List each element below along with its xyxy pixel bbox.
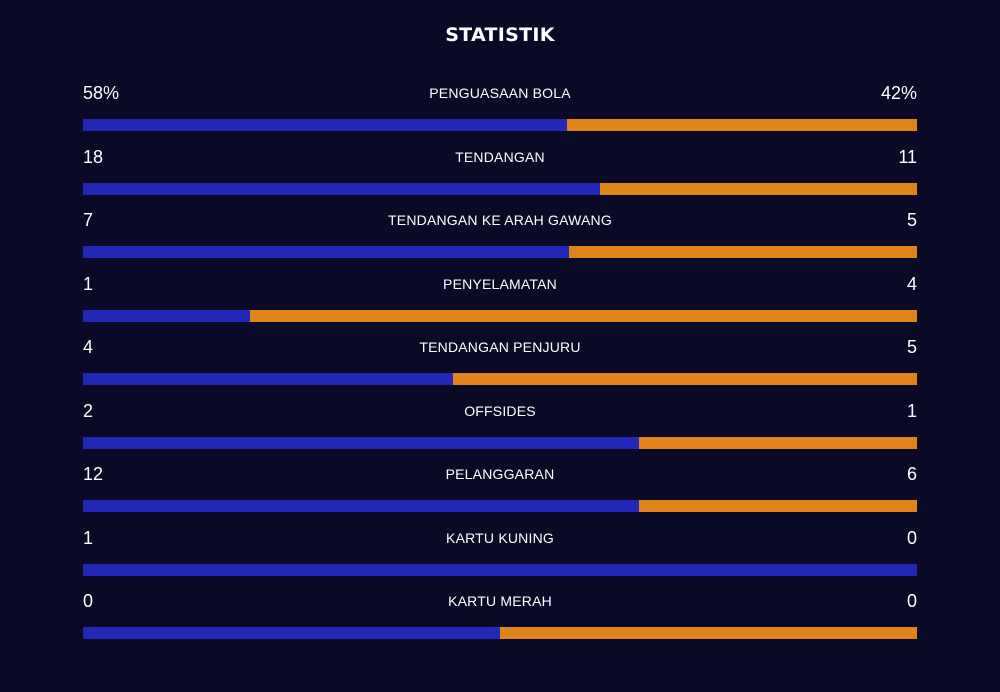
home-value: 0: [83, 591, 94, 611]
stat-row-header: TENDANGAN PENJURU 4 5: [83, 332, 917, 362]
comparison-bar: [83, 436, 917, 449]
stat-label: KARTU KUNING: [446, 529, 554, 546]
away-value: 42%: [880, 83, 917, 103]
home-value: 18: [83, 146, 104, 167]
home-bar-fill: [83, 500, 640, 512]
stat-row-header: OFFSIDES 2 1: [83, 396, 917, 426]
stat-row-header: KARTU MERAH 0 0: [83, 586, 917, 616]
stat-row-header: PELANGGARAN 12 6: [83, 459, 917, 489]
stat-row: PENYELAMATAN 1 4: [83, 269, 917, 333]
stat-label: TENDANGAN: [455, 148, 545, 165]
comparison-bar: [83, 500, 917, 512]
stat-row-header: PENYELAMATAN 1 4: [83, 269, 917, 299]
away-value: 5: [906, 337, 917, 357]
stat-label: PENGUASAAN BOLA: [429, 85, 571, 101]
comparison-bar: [83, 563, 917, 576]
stat-row: TENDANGAN 18 11: [83, 142, 917, 206]
comparison-bar: [83, 246, 917, 258]
stats-list: PENGUASAAN BOLA 58% 42% TENDANGAN 18 11 TENDAN…: [83, 78, 917, 650]
home-bar-fill: [83, 373, 454, 385]
comparison-bar: [83, 627, 917, 639]
home-bar-fill: [83, 246, 570, 258]
home-bar-fill: [83, 309, 250, 322]
home-value: 2: [83, 400, 94, 421]
away-value: 0: [906, 527, 917, 548]
home-value: 12: [83, 464, 104, 484]
stat-row: OFFSIDES 2 1: [83, 396, 917, 460]
stat-row-header: KARTU KUNING 1 0: [83, 523, 917, 553]
away-value: 4: [906, 273, 917, 294]
stat-row: PELANGGARAN 12 6: [83, 459, 917, 523]
home-bar-fill: [83, 627, 500, 639]
comparison-bar: [83, 182, 917, 195]
home-value: 58%: [83, 83, 120, 103]
stat-label: PELANGGARAN: [445, 466, 555, 482]
home-value: 1: [83, 273, 94, 294]
comparison-bar: [83, 309, 917, 322]
away-value: 5: [906, 210, 917, 230]
stat-label: TENDANGAN KE ARAH GAWANG: [388, 212, 612, 228]
home-value: 4: [83, 337, 94, 357]
stat-label: OFFSIDES: [464, 402, 536, 419]
stat-label: TENDANGAN PENJURU: [419, 339, 581, 355]
stat-row-header: TENDANGAN KE ARAH GAWANG 7 5: [83, 205, 917, 235]
page-title: STATISTIK: [445, 24, 555, 46]
comparison-bar: [83, 373, 917, 385]
stat-row: KARTU KUNING 1 0: [83, 523, 917, 587]
stat-row: TENDANGAN KE ARAH GAWANG 7 5: [83, 205, 917, 269]
away-value: 11: [898, 146, 917, 167]
stat-row: KARTU MERAH 0 0: [83, 586, 917, 650]
home-value: 1: [83, 527, 94, 548]
home-bar-fill: [83, 119, 567, 131]
stat-label: PENYELAMATAN: [443, 275, 557, 292]
away-value: 0: [906, 591, 917, 611]
stat-label: KARTU MERAH: [448, 593, 552, 609]
away-value: 6: [906, 464, 917, 484]
stat-row: PENGUASAAN BOLA 58% 42%: [83, 78, 917, 142]
home-value: 7: [83, 210, 94, 230]
stat-row-header: PENGUASAAN BOLA 58% 42%: [83, 78, 917, 108]
comparison-bar: [83, 119, 917, 131]
home-bar-fill: [83, 182, 601, 195]
stat-row-header: TENDANGAN 18 11: [83, 142, 917, 172]
away-value: 1: [906, 400, 917, 421]
home-bar-fill: [83, 563, 917, 576]
stat-row: TENDANGAN PENJURU 4 5: [83, 332, 917, 396]
home-bar-fill: [83, 436, 640, 449]
